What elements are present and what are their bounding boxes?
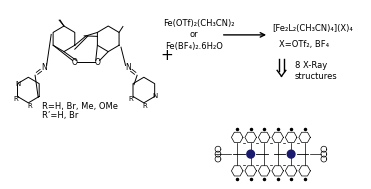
Text: R': R'	[13, 96, 20, 102]
Text: +: +	[161, 48, 173, 63]
Text: X=OTf₂, BF₄: X=OTf₂, BF₄	[279, 40, 329, 49]
Circle shape	[287, 150, 295, 158]
Text: Fe(BF₄)₂.6H₂O: Fe(BF₄)₂.6H₂O	[165, 42, 223, 51]
Text: or: or	[190, 30, 198, 39]
Text: O: O	[95, 58, 101, 67]
Circle shape	[247, 150, 255, 158]
Text: [Fe₂L₂(CH₃CN)₄](X)₄: [Fe₂L₂(CH₃CN)₄](X)₄	[272, 25, 353, 33]
Text: N: N	[15, 81, 20, 87]
Text: R: R	[142, 103, 147, 109]
Text: structures: structures	[295, 72, 338, 81]
Text: Fe(OTf)₂(CH₃CN)₂: Fe(OTf)₂(CH₃CN)₂	[163, 19, 234, 28]
Text: R=H, Br, Me, OMe: R=H, Br, Me, OMe	[42, 102, 118, 111]
Text: R: R	[27, 103, 32, 109]
Text: 8 X-Ray: 8 X-Ray	[295, 61, 327, 70]
Text: N: N	[125, 63, 131, 72]
Text: R’=H, Br: R’=H, Br	[42, 111, 78, 120]
Text: O: O	[72, 58, 78, 67]
Text: N: N	[41, 63, 47, 72]
Text: R': R'	[129, 96, 135, 102]
Text: N: N	[152, 94, 157, 99]
